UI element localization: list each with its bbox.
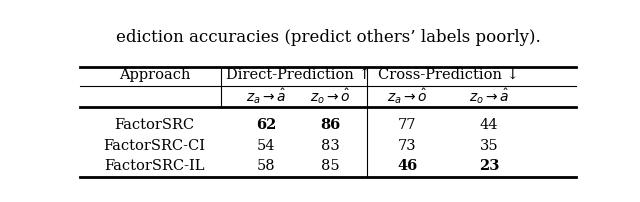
Text: Cross-Prediction ↓: Cross-Prediction ↓ [378,68,518,82]
Text: 44: 44 [480,118,499,132]
Text: 23: 23 [479,159,499,173]
Text: 62: 62 [256,118,276,132]
Text: 83: 83 [321,139,340,153]
Text: $z_o \rightarrow \hat{o}$: $z_o \rightarrow \hat{o}$ [310,87,351,106]
Text: 85: 85 [321,159,340,173]
Text: 46: 46 [397,159,417,173]
Text: Approach: Approach [118,68,190,82]
Text: 58: 58 [257,159,275,173]
Text: 54: 54 [257,139,275,153]
Text: $z_a \rightarrow \hat{o}$: $z_a \rightarrow \hat{o}$ [387,87,428,106]
Text: FactorSRC: FactorSRC [115,118,195,132]
Text: $z_a \rightarrow \hat{a}$: $z_a \rightarrow \hat{a}$ [246,87,286,106]
Text: $z_o \rightarrow \hat{a}$: $z_o \rightarrow \hat{a}$ [469,87,509,106]
Text: FactorSRC-IL: FactorSRC-IL [104,159,205,173]
Text: 86: 86 [321,118,340,132]
Text: 35: 35 [480,139,499,153]
Text: 77: 77 [398,118,417,132]
Text: FactorSRC-CI: FactorSRC-CI [104,139,205,153]
Text: ediction accuracies (predict others’ labels poorly).: ediction accuracies (predict others’ lab… [116,29,540,46]
Text: Direct-Prediction ↑: Direct-Prediction ↑ [226,68,371,82]
Text: 73: 73 [398,139,417,153]
